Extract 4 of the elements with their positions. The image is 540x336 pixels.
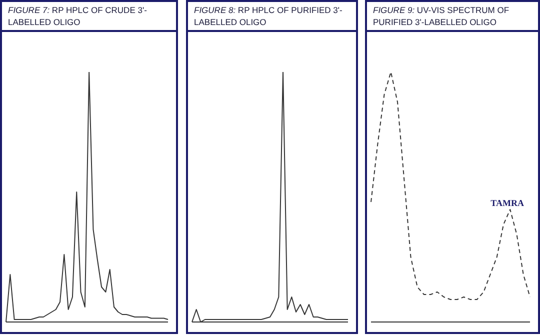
chart-title: FIGURE 9: UV-VIS SPECTRUM OF PURIFIED 3'-LABELLED OLIGO — [367, 2, 538, 32]
chart-title: FIGURE 8: RP HPLC OF PURIFIED 3'-LABELLED OLIGO — [188, 2, 356, 32]
chart-title: FIGURE 7: RP HPLC OF CRUDE 3'-LABELLED OLIGO — [2, 2, 176, 32]
annotation: TAMRA — [490, 198, 524, 208]
